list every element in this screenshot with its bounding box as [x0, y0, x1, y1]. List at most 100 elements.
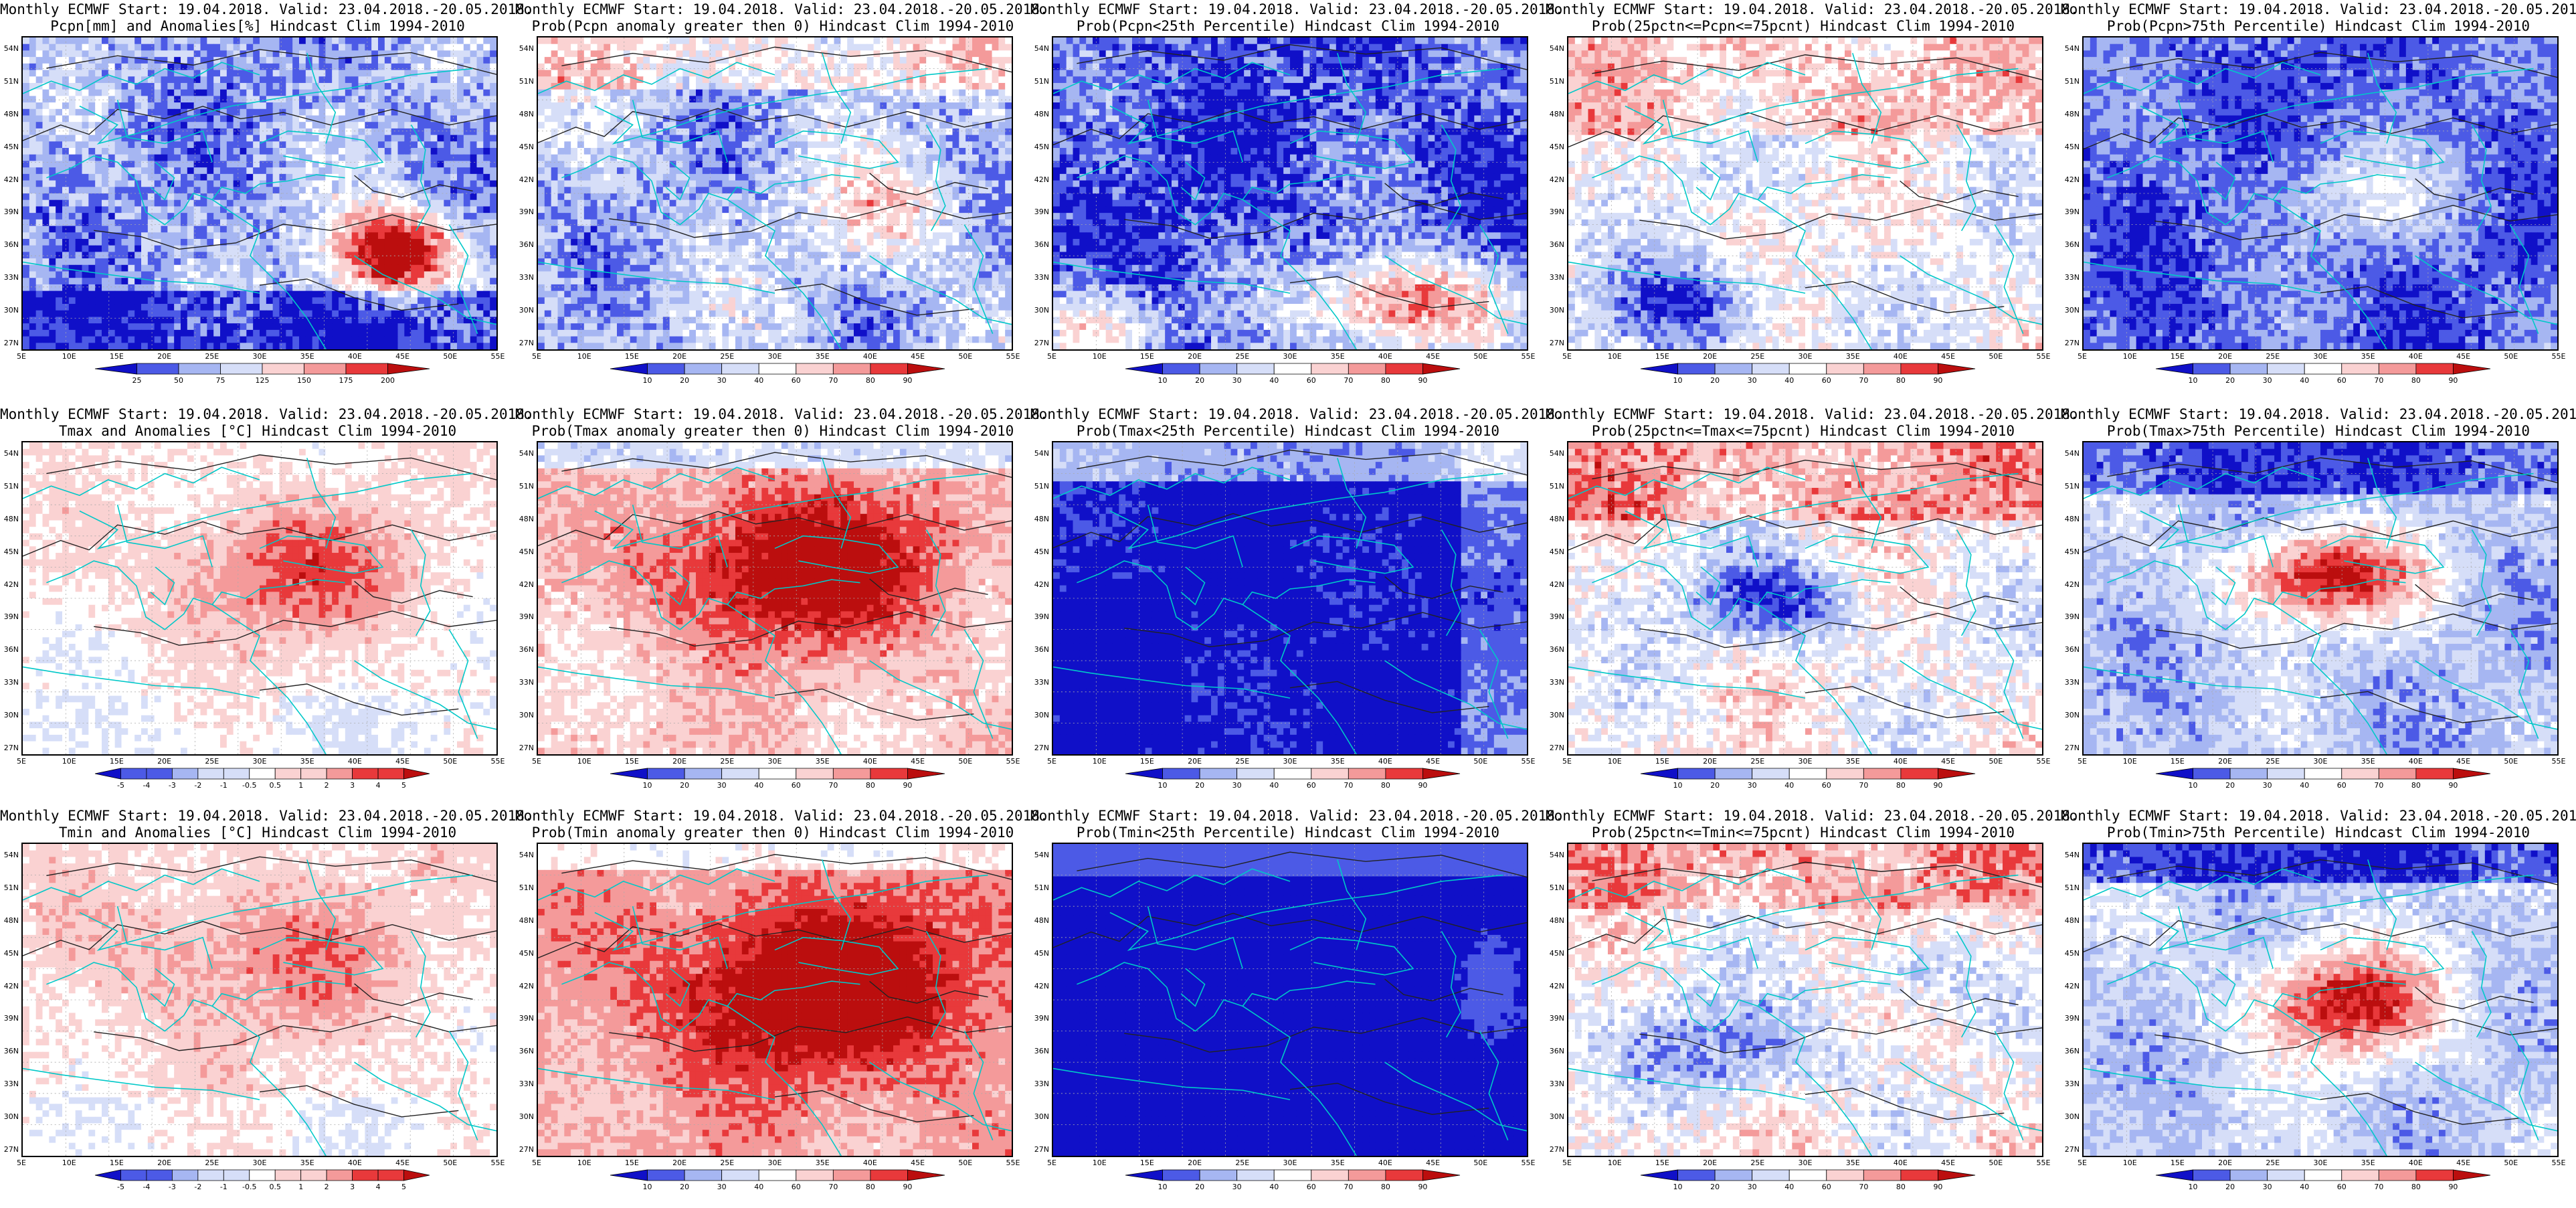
latitude-label: 48N	[507, 110, 534, 118]
longitude-label: 30E	[246, 352, 273, 361]
forecast-map	[1052, 441, 1528, 756]
longitude-label: 25E	[2260, 1158, 2286, 1167]
longitude-label: 10E	[571, 757, 597, 766]
colorbar-label: 80	[2403, 781, 2429, 790]
latitude-label: 27N	[0, 744, 19, 752]
colorbar-label: 3	[339, 1183, 366, 1191]
latitude-label: 42N	[1022, 175, 1049, 184]
colorbar-label: 90	[1924, 781, 1951, 790]
longitude-label: 40E	[1887, 352, 1914, 361]
latitude-label: 48N	[1022, 916, 1049, 925]
colorbar-label: 20	[2217, 781, 2243, 790]
longitude-label: 50E	[1983, 352, 2009, 361]
colorbar-label: 20	[2217, 376, 2243, 385]
longitude-label: 10E	[2116, 757, 2143, 766]
latitude-label: 48N	[1538, 916, 1564, 925]
forecast-map	[1567, 843, 2043, 1157]
colorbar-label: 40	[1261, 1183, 1287, 1191]
longitude-label: 5E	[1554, 757, 1580, 766]
colorbar	[597, 363, 958, 375]
longitude-label: 50E	[952, 757, 979, 766]
colorbar	[82, 768, 443, 780]
longitude-label: 55E	[1000, 1158, 1026, 1167]
panel-title-line2: Prob(25pctn<=Tmin<=75pcnt) Hindcast Clim…	[1546, 825, 2061, 841]
colorbar-label: 80	[1888, 376, 1914, 385]
latitude-label: 39N	[1538, 1014, 1564, 1023]
colorbar-label: 40	[1776, 1183, 1803, 1191]
map-panel-pcp_lt25: Monthly ECMWF Start: 19.04.2018. Valid: …	[1030, 0, 1546, 402]
latitude-label: 51N	[2053, 77, 2080, 86]
latitude-label: 30N	[507, 306, 534, 315]
panel-title: Monthly ECMWF Start: 19.04.2018. Valid: …	[1030, 1, 1546, 35]
panel-title: Monthly ECMWF Start: 19.04.2018. Valid: …	[0, 1, 515, 35]
colorbar-label: 70	[1850, 1183, 1877, 1191]
longitude-label: 5E	[2069, 352, 2096, 361]
latitude-label: 30N	[2053, 306, 2080, 315]
panel-title: Monthly ECMWF Start: 19.04.2018. Valid: …	[515, 1, 1030, 35]
map-panel-tmin_mid: Monthly ECMWF Start: 19.04.2018. Valid: …	[1546, 806, 2061, 1208]
latitude-label: 36N	[2053, 645, 2080, 654]
latitude-label: 42N	[2053, 580, 2080, 589]
longitude-label: 5E	[523, 1158, 550, 1167]
colorbar-label: 80	[857, 376, 884, 385]
longitude-label: 35E	[809, 757, 836, 766]
panel-title: Monthly ECMWF Start: 19.04.2018. Valid: …	[1030, 808, 1546, 841]
colorbar-label: 20	[1186, 1183, 1213, 1191]
colorbar-label: 1	[288, 1183, 314, 1191]
longitude-label: 45E	[389, 1158, 416, 1167]
latitude-label: 48N	[0, 515, 19, 523]
forecast-map	[2082, 36, 2559, 351]
colorbar-label: 20	[671, 781, 698, 790]
colorbar-label: 4	[365, 1183, 391, 1191]
colorbar	[1627, 363, 1989, 375]
longitude-label: 40E	[856, 1158, 883, 1167]
longitude-label: 30E	[761, 1158, 788, 1167]
longitude-label: 50E	[2498, 1158, 2524, 1167]
colorbar-label: -5	[107, 1183, 134, 1191]
latitude-label: 27N	[1538, 339, 1564, 347]
latitude-label: 39N	[2053, 612, 2080, 621]
longitude-label: 5E	[2069, 1158, 2096, 1167]
colorbar-label: 60	[1298, 376, 1325, 385]
colorbar-label: 0.5	[262, 1183, 288, 1191]
longitude-label: 10E	[1601, 352, 1628, 361]
colorbar-label: 30	[709, 1183, 735, 1191]
colorbar-label: 2	[313, 781, 340, 790]
latitude-label: 48N	[0, 916, 19, 925]
longitude-label: 35E	[294, 352, 320, 361]
longitude-label: 55E	[2030, 757, 2057, 766]
colorbar-label: 30	[1739, 1183, 1766, 1191]
latitude-label: 33N	[1538, 678, 1564, 687]
longitude-label: 55E	[1515, 1158, 1542, 1167]
colorbar-label: 4	[365, 781, 391, 790]
latitude-label: 45N	[1538, 949, 1564, 958]
longitude-label: 20E	[666, 757, 693, 766]
longitude-label: 40E	[856, 757, 883, 766]
colorbar	[2142, 768, 2504, 780]
colorbar-label: 70	[820, 376, 846, 385]
latitude-label: 36N	[2053, 240, 2080, 249]
colorbar-label: 70	[820, 781, 846, 790]
colorbar-label: 50	[165, 376, 192, 385]
latitude-label: 48N	[507, 515, 534, 523]
longitude-label: 10E	[1601, 757, 1628, 766]
latitude-label: 33N	[0, 273, 19, 282]
colorbar-label: 60	[2328, 376, 2355, 385]
colorbar-label: 40	[1776, 376, 1803, 385]
colorbar-label: 20	[1701, 781, 1728, 790]
latitude-label: 36N	[0, 240, 19, 249]
latitude-label: 45N	[0, 547, 19, 556]
longitude-label: 30E	[246, 1158, 273, 1167]
panel-title-line2: Prob(Tmax>75th Percentile) Hindcast Clim…	[2061, 423, 2576, 440]
longitude-label: 55E	[2545, 352, 2572, 361]
longitude-label: 55E	[484, 757, 511, 766]
longitude-label: 5E	[8, 1158, 35, 1167]
colorbar-label: 3	[339, 781, 366, 790]
latitude-label: 27N	[507, 744, 534, 752]
colorbar-label: 1	[288, 781, 314, 790]
colorbar	[2142, 1169, 2504, 1181]
longitude-label: 20E	[151, 1158, 178, 1167]
longitude-label: 5E	[1038, 757, 1065, 766]
colorbar-label: 30	[1739, 376, 1766, 385]
forecast-map	[1052, 843, 1528, 1157]
